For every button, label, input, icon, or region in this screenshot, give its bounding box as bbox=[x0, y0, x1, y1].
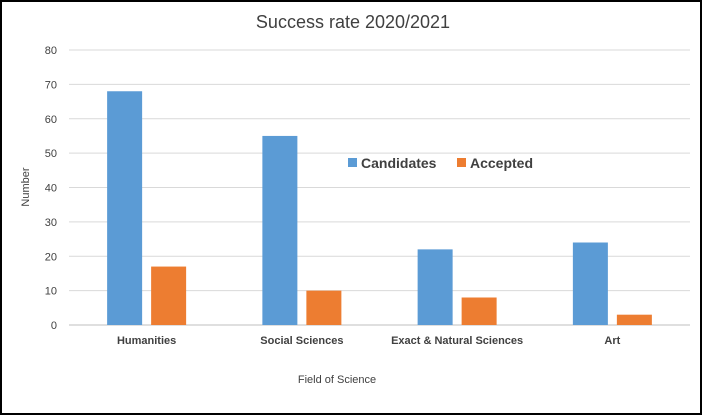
x-axis-tick-labels: Humanities Social Sciences Exact & Natural… bbox=[117, 335, 621, 347]
y-tick-label: 10 bbox=[45, 286, 57, 298]
legend-swatch bbox=[348, 158, 357, 167]
y-axis-tick-labels: 0 10 20 30 40 50 60 70 80 bbox=[45, 45, 57, 332]
bar-accepted-social-sciences bbox=[306, 290, 342, 325]
bars bbox=[107, 91, 652, 325]
bar-candidates-social-sciences bbox=[262, 135, 298, 325]
x-tick-label: Social Sciences bbox=[260, 335, 343, 347]
y-tick-label: 30 bbox=[45, 217, 57, 229]
x-tick-label: Exact & Natural Sciences bbox=[391, 335, 523, 347]
bar-accepted-art bbox=[616, 314, 652, 325]
y-tick-label: 70 bbox=[45, 79, 57, 91]
legend-swatch bbox=[457, 158, 466, 167]
y-tick-label: 60 bbox=[45, 114, 57, 126]
x-tick-label: Art bbox=[604, 335, 620, 347]
y-axis-title: Number bbox=[20, 167, 32, 206]
chart-title: Success rate 2020/2021 bbox=[256, 12, 450, 32]
legend-label: Accepted bbox=[470, 155, 533, 171]
y-tick-label: 80 bbox=[45, 45, 57, 57]
y-tick-label: 20 bbox=[45, 251, 57, 263]
x-axis-title: Field of Science bbox=[298, 374, 376, 386]
legend-label: Candidates bbox=[361, 155, 437, 171]
bar-accepted-humanities bbox=[151, 266, 187, 325]
legend: Candidates Accepted bbox=[348, 155, 533, 171]
y-tick-label: 50 bbox=[45, 148, 57, 160]
bar-candidates-exact-natural-sciences bbox=[417, 249, 453, 325]
bar-accepted-exact-natural-sciences bbox=[461, 297, 497, 325]
bar-candidates-art bbox=[572, 242, 608, 325]
bar-candidates-humanities bbox=[107, 91, 143, 325]
x-tick-label: Humanities bbox=[117, 335, 176, 347]
y-tick-label: 0 bbox=[51, 320, 57, 332]
y-tick-label: 40 bbox=[45, 183, 57, 195]
